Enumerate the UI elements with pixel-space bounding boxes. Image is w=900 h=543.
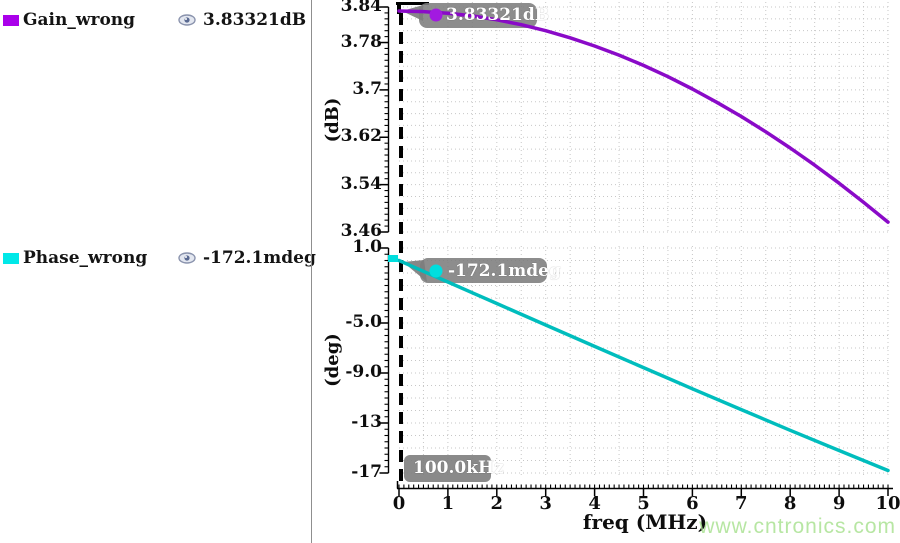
eye-icon[interactable] (178, 250, 196, 264)
legend-item-value: 3.83321dB (203, 10, 307, 30)
phase-y-tick-label: -9.0 (345, 362, 382, 383)
x-tick-label: 8 (783, 493, 797, 514)
phase-callout-box (420, 258, 547, 283)
gain-y-tick-label: 3.62 (340, 126, 382, 147)
x-tick-label: 1 (441, 493, 455, 514)
freq-marker-label[interactable]: 100.0kHz (413, 458, 504, 478)
freq-callout-box (404, 455, 491, 482)
x-tick-label: 4 (588, 493, 601, 514)
gain-curve[interactable] (397, 9, 890, 224)
phase-y-tick-label: 1.0 (352, 237, 382, 258)
watermark: www.cntronics.com (699, 515, 896, 538)
legend-item-label: Phase_wrong (23, 248, 148, 268)
phase-axis-title: (deg) (322, 333, 343, 387)
phase-marker-label[interactable]: -172.1mdeg (448, 261, 561, 281)
legend-item-value: -172.1mdeg (203, 248, 316, 268)
legend-item-gain[interactable]: Gain_wrong 3.83321dB (0, 10, 308, 32)
phase-y-tick-label: -5.0 (345, 312, 382, 333)
eye-icon[interactable] (178, 12, 196, 26)
x-tick-label: 3 (539, 493, 552, 514)
x-tick-label: 0 (392, 493, 406, 514)
x-tick-label: 10 (875, 493, 900, 514)
gain-color-swatch (3, 15, 19, 26)
gain-marker-point[interactable] (429, 8, 443, 22)
legend-item-phase[interactable]: Phase_wrong -172.1mdeg (0, 248, 316, 270)
gain-y-tick-label: 3.78 (340, 31, 382, 52)
gain-y-tick-label: 3.46 (340, 221, 382, 242)
phase-y-tick-label: -17 (351, 462, 382, 483)
x-tick-label: 2 (490, 493, 504, 514)
gain-marker-label[interactable]: 3.83321dB (446, 5, 550, 25)
x-tick-label: 7 (735, 493, 748, 514)
phase-curve[interactable] (397, 258, 890, 473)
gain-axis-title: (dB) (322, 97, 343, 143)
gain-y-tick-label: 3.7 (352, 79, 382, 100)
phase-color-swatch (3, 253, 19, 264)
panel-divider (311, 0, 312, 543)
legend-item-label: Gain_wrong (23, 10, 136, 30)
phase-trace-start-point (388, 255, 398, 262)
x-tick-label: 5 (637, 493, 650, 514)
x-tick-label: 6 (686, 493, 699, 514)
phase-y-tick-label: -13 (351, 412, 382, 433)
x-axis-title: freq (MHz) (582, 510, 708, 534)
gain-y-tick-label: 3.54 (340, 173, 382, 194)
x-tick-label: 9 (832, 493, 846, 514)
gain-y-tick-label: 3.84 (340, 0, 382, 17)
phase-marker-point[interactable] (429, 264, 443, 278)
